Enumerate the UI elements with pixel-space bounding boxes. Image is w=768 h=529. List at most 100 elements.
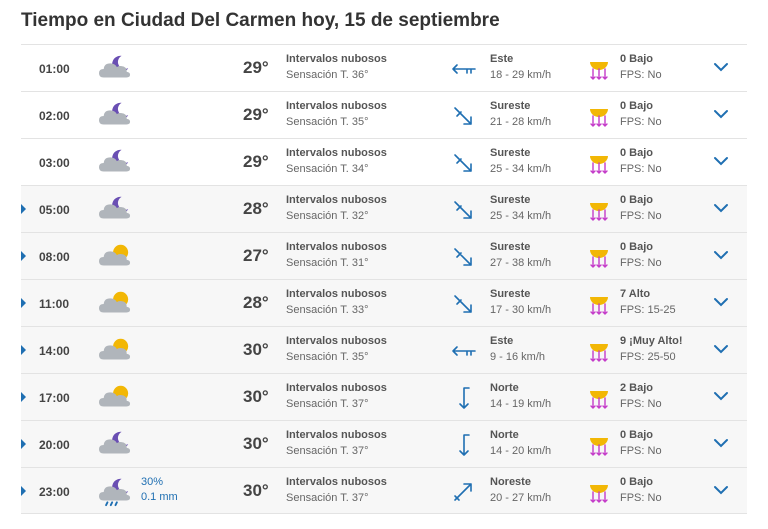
chevron-down-icon[interactable]	[713, 295, 729, 309]
wind-speed: 14 - 20 km/h	[490, 445, 552, 457]
temperature: 27°	[243, 246, 269, 265]
forecast-row[interactable]: 01:00 29° Intervalos nubosos Sensación T. 3…	[21, 44, 747, 91]
wind-speed: 25 - 34 km/h	[490, 163, 552, 175]
wind-speed: 9 - 16 km/h	[490, 351, 546, 363]
hourly-forecast-table: 01:00 29° Intervalos nubosos Sensación T. 3…	[21, 44, 747, 514]
feels-like-label: Sensación T. 37°	[286, 398, 369, 410]
hour-label: 05:00	[39, 203, 70, 217]
hour-label: 14:00	[39, 344, 70, 358]
feels-like-label: Sensación T. 33°	[286, 304, 369, 316]
expand-arrow-icon[interactable]	[21, 392, 26, 402]
wind-speed: 27 - 38 km/h	[490, 257, 552, 269]
feels-like-label: Sensación T. 32°	[286, 210, 369, 222]
fps-label: FPS: No	[620, 116, 662, 128]
feels-like-label: Sensación T. 36°	[286, 69, 369, 81]
forecast-row[interactable]: 02:00 29° Intervalos nubosos Sensación T. 3…	[21, 91, 747, 138]
feels-like-label: Sensación T. 31°	[286, 257, 369, 269]
uv-sun-icon	[588, 242, 610, 270]
day-cloudy-icon	[97, 241, 133, 271]
uv-index: 0 Bajo	[620, 100, 654, 112]
wind-arrow-north-icon	[451, 433, 477, 457]
expand-arrow-icon[interactable]	[21, 439, 26, 449]
fps-label: FPS: 15-25	[620, 304, 676, 316]
forecast-row[interactable]: 14:00 30° Intervalos nubosos Sensación T. 3…	[21, 326, 747, 373]
condition-label: Intervalos nubosos	[286, 53, 387, 65]
fps-label: FPS: No	[620, 445, 662, 457]
temperature: 30°	[243, 387, 269, 406]
chevron-down-icon[interactable]	[713, 107, 729, 121]
wind-arrow-north-icon	[451, 386, 477, 410]
wind-direction: Noreste	[490, 476, 531, 488]
uv-sun-icon	[588, 383, 610, 411]
chevron-down-icon[interactable]	[713, 483, 729, 497]
uv-sun-icon	[588, 289, 610, 317]
fps-label: FPS: No	[620, 257, 662, 269]
wind-speed: 14 - 19 km/h	[490, 398, 552, 410]
expand-arrow-icon[interactable]	[21, 345, 26, 355]
forecast-row[interactable]: 08:00 27° Intervalos nubosos Sensación T. 3…	[21, 232, 747, 279]
uv-index: 0 Bajo	[620, 429, 654, 441]
wind-direction: Sureste	[490, 100, 531, 112]
forecast-row[interactable]: 20:00 30° Intervalos nubosos Sensación T. 3…	[21, 420, 747, 467]
hour-label: 20:00	[39, 438, 70, 452]
fps-label: FPS: No	[620, 492, 662, 504]
chevron-down-icon[interactable]	[713, 154, 729, 168]
condition-label: Intervalos nubosos	[286, 241, 387, 253]
expand-arrow-icon[interactable]	[21, 204, 26, 214]
hour-label: 01:00	[39, 62, 70, 76]
fps-label: FPS: No	[620, 210, 662, 222]
day-cloudy-icon	[97, 335, 133, 365]
chevron-down-icon[interactable]	[713, 248, 729, 262]
chevron-down-icon[interactable]	[713, 201, 729, 215]
condition-label: Intervalos nubosos	[286, 288, 387, 300]
forecast-row[interactable]: 17:00 30° Intervalos nubosos Sensación T. 3…	[21, 373, 747, 420]
uv-sun-icon	[588, 195, 610, 223]
wind-direction: Norte	[490, 382, 519, 394]
wind-direction: Sureste	[490, 147, 531, 159]
rain-probability: 30%	[141, 476, 164, 488]
wind-arrow-northeast-icon	[451, 480, 477, 504]
wind-arrow-southeast-icon	[451, 151, 477, 175]
fps-label: FPS: No	[620, 69, 662, 81]
forecast-row[interactable]: 03:00 29° Intervalos nubosos Sensación T. 3…	[21, 138, 747, 185]
wind-arrow-east-icon	[451, 57, 477, 81]
chevron-down-icon[interactable]	[713, 60, 729, 74]
temperature: 29°	[243, 152, 269, 171]
condition-label: Intervalos nubosos	[286, 100, 387, 112]
uv-sun-icon	[588, 148, 610, 176]
temperature: 30°	[243, 481, 269, 500]
chevron-down-icon[interactable]	[713, 389, 729, 403]
hour-label: 23:00	[39, 485, 70, 499]
chevron-down-icon[interactable]	[713, 436, 729, 450]
feels-like-label: Sensación T. 34°	[286, 163, 369, 175]
temperature: 28°	[243, 199, 269, 218]
night-cloudy-icon	[97, 100, 133, 130]
hour-label: 11:00	[39, 297, 70, 311]
condition-label: Intervalos nubosos	[286, 429, 387, 441]
rain-amount: 0.1 mm	[141, 491, 178, 503]
wind-speed: 18 - 29 km/h	[490, 69, 552, 81]
expand-arrow-icon[interactable]	[21, 251, 26, 261]
feels-like-label: Sensación T. 35°	[286, 351, 369, 363]
forecast-row[interactable]: 11:00 28° Intervalos nubosos Sensación T. 3…	[21, 279, 747, 326]
uv-sun-icon	[588, 477, 610, 505]
day-cloudy-icon	[97, 288, 133, 318]
chevron-down-icon[interactable]	[713, 342, 729, 356]
expand-arrow-icon[interactable]	[21, 298, 26, 308]
uv-index: 0 Bajo	[620, 194, 654, 206]
wind-speed: 21 - 28 km/h	[490, 116, 552, 128]
uv-sun-icon	[588, 54, 610, 82]
night-cloudy-icon	[97, 53, 133, 83]
feels-like-label: Sensación T. 37°	[286, 492, 369, 504]
uv-sun-icon	[588, 336, 610, 364]
uv-index: 9 ¡Muy Alto!	[620, 335, 683, 347]
forecast-row[interactable]: 23:00 30% 0.1 mm 30° Intervalos nubosos Sensa…	[21, 467, 747, 514]
expand-arrow-icon[interactable]	[21, 486, 26, 496]
wind-direction: Sureste	[490, 288, 531, 300]
wind-direction: Este	[490, 335, 514, 347]
day-cloudy-icon	[97, 382, 133, 412]
hour-label: 08:00	[39, 250, 70, 264]
uv-index: 0 Bajo	[620, 147, 654, 159]
forecast-row[interactable]: 05:00 28° Intervalos nubosos Sensación T. 3…	[21, 185, 747, 232]
condition-label: Intervalos nubosos	[286, 194, 387, 206]
